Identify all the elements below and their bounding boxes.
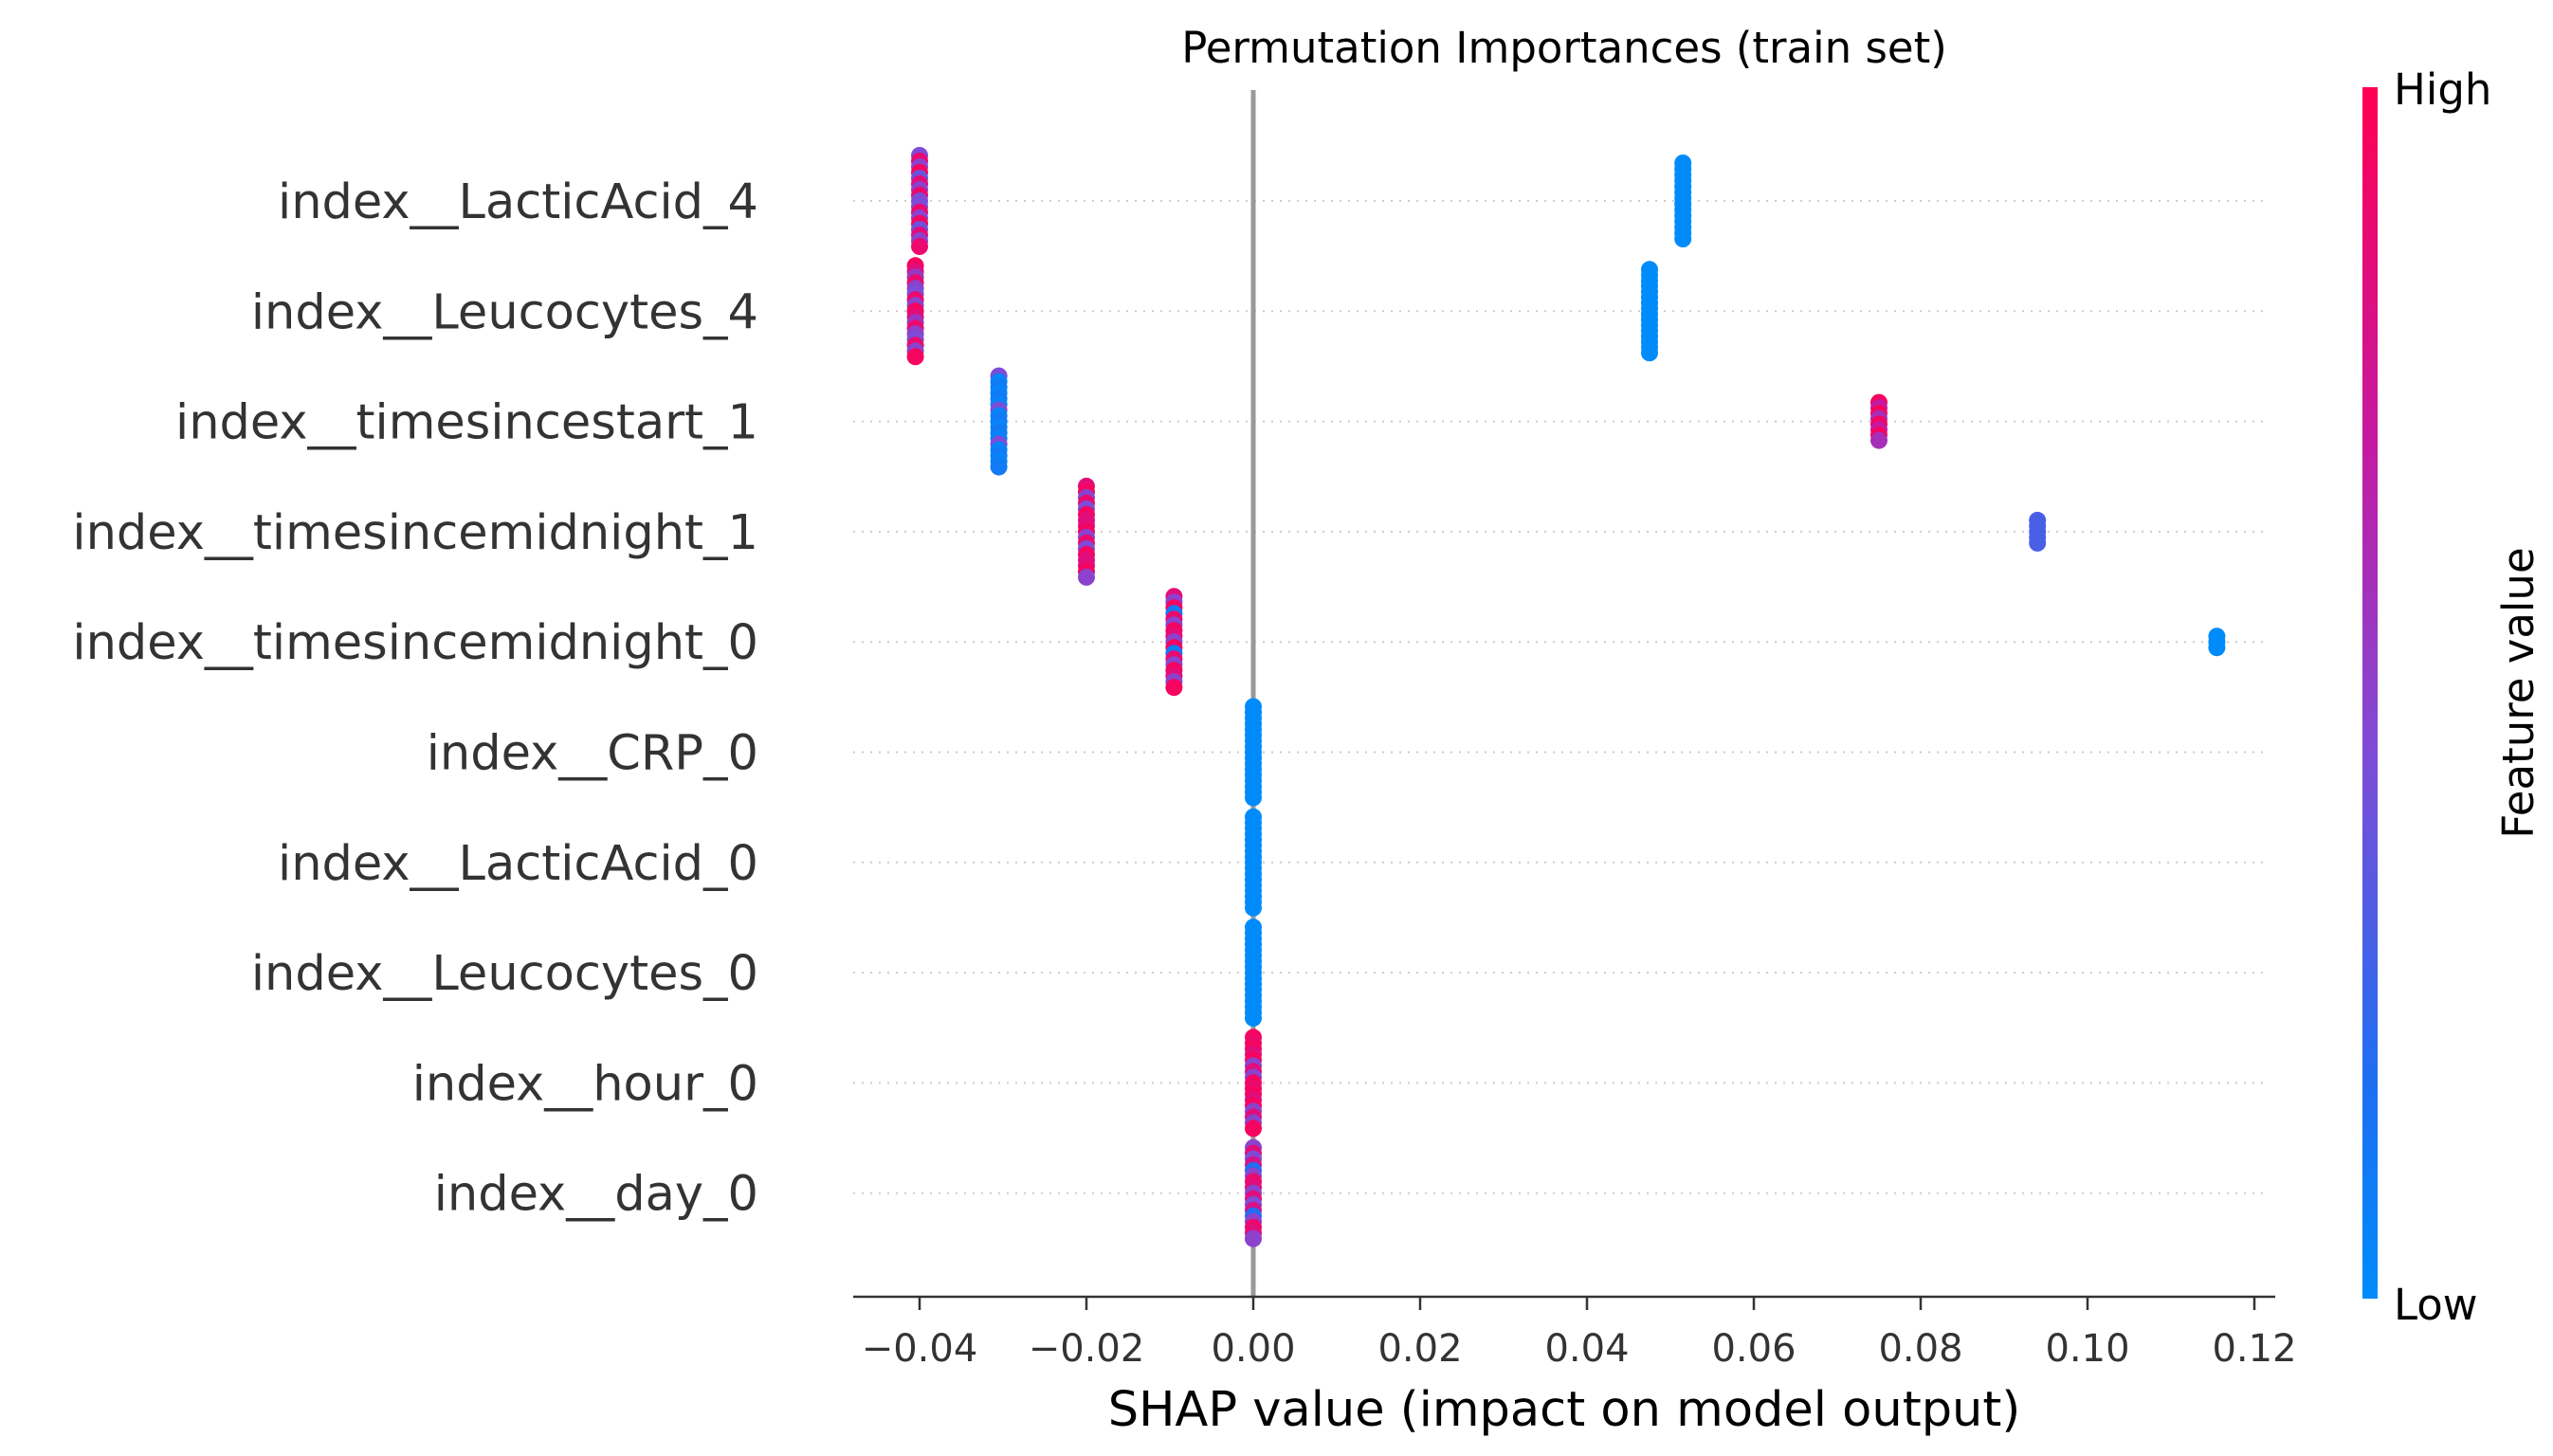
feature-label: index__Leucocytes_0 [251,946,758,1002]
data-point [1078,568,1095,586]
feature-label: index__LacticAcid_0 [278,836,758,892]
x-axis-label: SHAP value (impact on model output) [1108,1382,2021,1438]
data-point [1245,1010,1262,1028]
x-tick-label: 0.04 [1544,1327,1629,1371]
x-tick-label: −0.02 [1029,1327,1145,1371]
feature-label: index__timesincemidnight_0 [72,615,758,671]
feature-label: index__hour_0 [412,1056,758,1112]
colorbar [2362,87,2378,1299]
x-tick-label: 0.08 [1878,1327,1962,1371]
x-tick-label: 0.00 [1211,1327,1295,1371]
x-tick-label: 0.02 [1377,1327,1462,1371]
data-point [1674,230,1692,247]
feature-label: index__Leucocytes_4 [251,284,758,340]
data-point [2029,534,2047,552]
feature-label: index__timesincestart_1 [175,395,758,451]
feature-label: index__LacticAcid_4 [278,174,758,230]
feature-label: index__day_0 [434,1167,758,1223]
data-point [1165,679,1183,697]
data-point [1245,1229,1262,1247]
x-tick-label: −0.04 [862,1327,978,1371]
data-point [1245,899,1262,917]
x-tick-label: 0.12 [2212,1327,2296,1371]
x-axis-ticks: −0.04 −0.02 0.00 0.02 0.04 0.06 0.08 0.10 0.12 [862,1297,2297,1371]
feature-labels: index__LacticAcid_4 index__Leucocytes_4in… [72,174,758,1223]
data-point [911,238,928,255]
grid-lines [853,200,2266,1194]
data-points [906,147,2226,1247]
colorbar-low-label: Low [2394,1280,2478,1330]
chart-title: Permutation Importances (train set) [1181,23,1947,73]
data-point [1870,431,1887,449]
data-point [1245,1119,1262,1138]
data-point [906,348,924,366]
colorbar-high-label: High [2394,64,2491,115]
data-point [990,458,1008,476]
feature-label: index__timesincemidnight_1 [72,505,758,561]
colorbar-title: Feature value [2493,547,2544,838]
x-tick-label: 0.10 [2045,1327,2129,1371]
data-point [2208,639,2226,657]
data-point [1641,344,1658,362]
data-point [1245,789,1262,807]
feature-label: index__CRP_0 [427,726,758,782]
x-tick-label: 0.06 [1711,1327,1796,1371]
